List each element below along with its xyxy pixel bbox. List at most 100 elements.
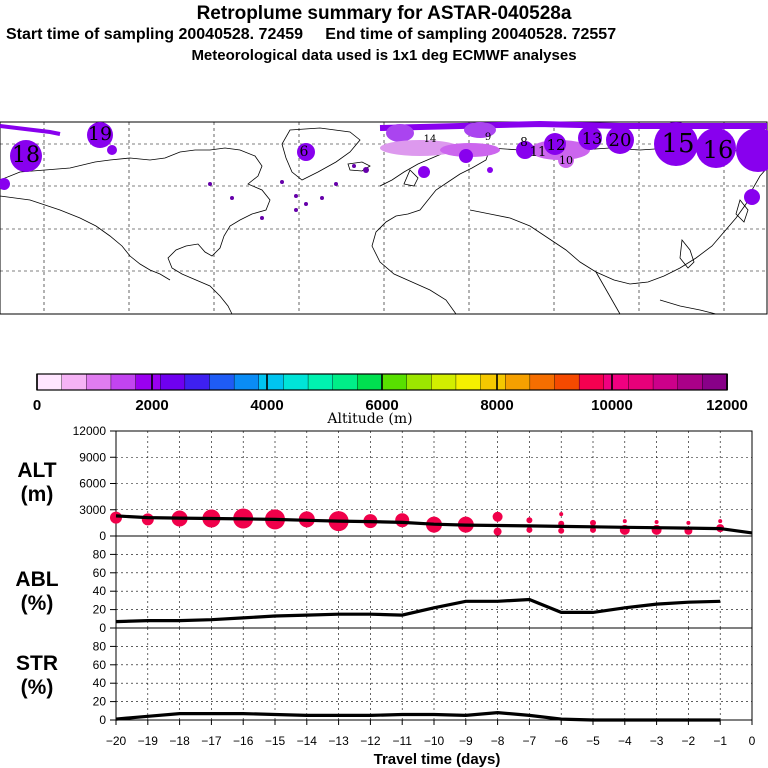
altitude-point [559, 512, 564, 517]
plume-circle [459, 149, 473, 163]
altitude-point [558, 527, 565, 534]
plume-dot [230, 196, 234, 200]
y-tick-label: 3000 [79, 503, 106, 517]
chart-title: Retroplume summary for ASTAR-040528a [196, 3, 572, 24]
plume-dot [487, 167, 493, 173]
plume-circle [10, 140, 42, 172]
y-tick-label: 60 [93, 658, 107, 672]
colorbar-tick-label: 6000 [365, 397, 398, 414]
x-tick-label: −18 [169, 734, 190, 748]
colorbar-tick-label: 0 [33, 397, 41, 414]
colorbar-cell [480, 373, 507, 391]
altitude-point [526, 526, 533, 533]
plume-day-label: 12 [546, 136, 565, 154]
plume-blob [380, 140, 460, 156]
plume-circle [696, 128, 736, 168]
panel-str: 0 20 40 60 80 STR(%) [16, 627, 753, 727]
x-tick-label: −6 [554, 734, 568, 748]
colorbar-cell [233, 373, 260, 391]
plume-circle [107, 145, 117, 155]
x-tick-label: −8 [491, 734, 505, 748]
altitude-point [654, 520, 659, 524]
plume-circle [558, 152, 574, 168]
colorbar-cell [283, 373, 309, 391]
plume-day-label: 19 [88, 123, 112, 145]
x-tick-label: −1 [713, 734, 727, 748]
colorbar-tick-label: 4000 [250, 397, 283, 414]
x-axis-ticks: −20 −19 −18 −17 −16 −15 −14 −13 −12 −11 −10 −9 −8 −7−… [106, 720, 756, 748]
start-time-label: Start time of sampling 20040528. 72459 [6, 26, 304, 43]
panel-label: ABL [15, 568, 58, 591]
plume-circle [87, 122, 113, 148]
plume-dot [294, 194, 298, 198]
plume-trail-west [0, 124, 61, 136]
y-tick-label: 20 [93, 695, 107, 709]
plume-circle [516, 141, 534, 159]
plume-day-label: 20 [609, 130, 632, 151]
plume-blob [440, 143, 500, 157]
plume-day-label: 11 [530, 145, 547, 160]
x-tick-label: −4 [618, 734, 632, 748]
altitude-point [141, 513, 154, 526]
colorbar-tick-label: 12000 [706, 397, 748, 414]
y-tick-label: 12000 [73, 424, 107, 438]
meteo-subtitle: Meteorological data used is 1x1 deg ECMW… [191, 47, 577, 64]
colorbar-title: Altitude (m) [326, 411, 412, 427]
y-tick-label: 40 [93, 584, 107, 598]
colorbar-cell [603, 373, 630, 391]
plume-dot [334, 182, 338, 186]
plume-day-label: 10 [559, 154, 573, 167]
plume-day-label: 18 [12, 143, 40, 168]
plume-blob [386, 124, 414, 142]
colorbar-cell [554, 373, 580, 391]
panel-label: (m) [21, 483, 54, 506]
y-tick-label: 0 [99, 621, 106, 635]
y-tick-label: 0 [99, 713, 106, 727]
y-tick-label: 6000 [79, 477, 106, 491]
panel-label: STR [16, 652, 58, 675]
plume-dot [363, 167, 369, 173]
plume-circle [418, 166, 430, 178]
x-axis-label: Travel time (days) [374, 751, 501, 768]
colorbar-cell [505, 373, 531, 391]
colorbar-cell [357, 373, 383, 391]
colorbar-tick-label: 10000 [591, 397, 633, 414]
plume-day-label: 14 [424, 134, 437, 145]
colorbar-cell [86, 373, 112, 391]
colorbar-cell [61, 373, 88, 391]
plume-circle [0, 178, 10, 190]
panel-label: ALT [17, 459, 56, 482]
y-tick-label: 40 [93, 676, 107, 690]
abl-series-line [115, 597, 721, 624]
altitude-point [526, 517, 533, 524]
plume-dot [294, 208, 298, 212]
altitude-point [590, 519, 596, 526]
y-tick-label: 60 [93, 566, 107, 580]
x-tick-label: 0 [749, 734, 756, 748]
plume-day-label: 15 [661, 129, 694, 159]
colorbar-cell [110, 373, 137, 391]
panel-label: (%) [21, 676, 54, 699]
colorbar-cell [628, 373, 654, 391]
y-tick-label: 80 [93, 639, 107, 653]
plume-circle [736, 128, 768, 172]
colorbar-cell [381, 373, 408, 391]
y-tick-label: 80 [93, 547, 107, 561]
colorbar-cell [307, 373, 334, 391]
altitude-colorbar: 0 2000 4000 6000 8000 10000 12000 Altitude (m) [33, 373, 748, 427]
altitude-point [493, 527, 502, 536]
altitude-point [718, 519, 723, 524]
plume-day-label: 16 [703, 136, 734, 164]
y-tick-label: 0 [99, 529, 106, 543]
colorbar-cell [431, 373, 457, 391]
colorbar-cell [455, 373, 482, 391]
plume-day-label: 6 [300, 144, 309, 160]
x-tick-label: −15 [265, 734, 286, 748]
colorbar-cell [702, 373, 728, 391]
plume-trail-north [379, 120, 767, 131]
end-time-label: End time of sampling 20040528. 72557 [325, 26, 617, 43]
colorbar-cells [36, 373, 728, 391]
plume-dot [208, 182, 212, 186]
str-series-line [115, 710, 721, 722]
